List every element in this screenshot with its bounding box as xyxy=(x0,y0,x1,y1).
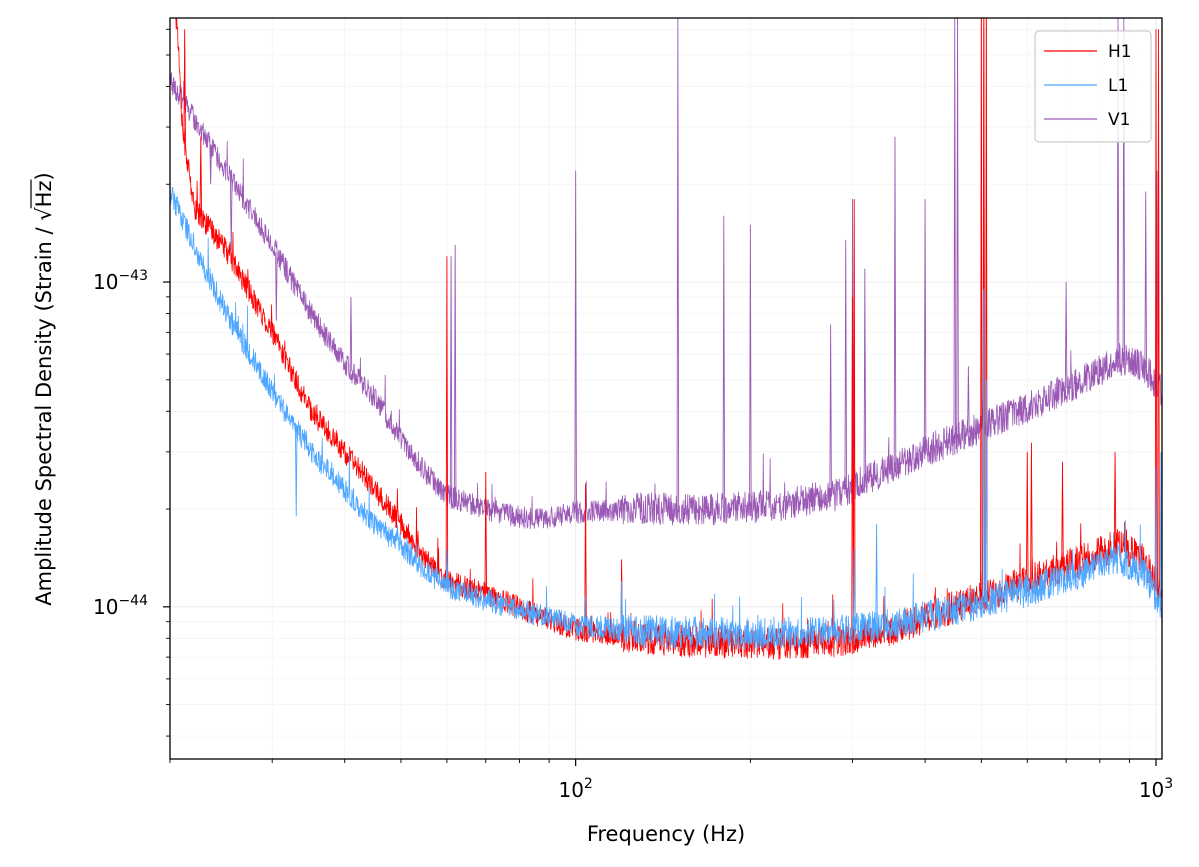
series-v1-peak xyxy=(893,136,897,466)
series-l1-peak xyxy=(852,549,856,630)
x-tick-base: 10 xyxy=(1139,778,1164,802)
series-v1-peak xyxy=(722,215,726,509)
series-v1-peak xyxy=(676,18,680,510)
series-v1-peak xyxy=(1144,191,1147,370)
series-h1-peak xyxy=(1113,451,1117,547)
legend-label-l1: L1 xyxy=(1108,76,1128,96)
series-v1-peak xyxy=(749,224,752,507)
y-tick-label: 10−44 xyxy=(93,593,148,619)
legend-box xyxy=(1034,30,1152,143)
series-v1-peak xyxy=(829,324,832,497)
x-tick-exponent: 2 xyxy=(584,776,593,792)
y-axis-label-radicand: Hz xyxy=(32,180,56,207)
x-axis-label: Frequency (Hz) xyxy=(587,822,745,846)
series-l1-peak xyxy=(445,549,449,588)
plot-frame xyxy=(169,17,1163,760)
x-tick-label: 102 xyxy=(558,776,592,802)
series-v1-peak xyxy=(449,256,453,498)
y-tick-exponent: −43 xyxy=(118,268,148,284)
series-h1-peak xyxy=(183,29,186,144)
series-v1-peak xyxy=(209,145,212,185)
series-h1-peak xyxy=(1026,451,1029,582)
sqrt-sign: √ xyxy=(32,207,56,221)
series-l1-peak xyxy=(294,428,298,517)
series-v1-peak xyxy=(956,18,959,438)
series-v1-peak xyxy=(967,366,970,433)
series-layer xyxy=(170,18,1162,660)
series-h1-peak xyxy=(445,256,449,582)
series-l1-peak xyxy=(1154,466,1158,596)
series-v1-peak xyxy=(863,268,867,481)
series-h1-peak xyxy=(584,483,587,632)
series-v1-peak xyxy=(574,170,577,513)
y-tick-exponent: −44 xyxy=(118,593,148,609)
svg-text:Amplitude Spectral Density (St: Amplitude Spectral Density (Strain / √Hz… xyxy=(32,172,56,605)
series-h1-peak xyxy=(199,136,203,217)
legend-label-h1: H1 xyxy=(1108,42,1132,62)
series-h1-peak xyxy=(1030,442,1033,580)
series-l1-peak xyxy=(875,523,878,627)
series-v1-peak xyxy=(844,239,847,491)
series-h1-peak xyxy=(851,296,854,639)
series-h1-peak xyxy=(985,18,988,596)
y-axis-label-suffix: ) xyxy=(32,172,56,180)
series-h1-peak xyxy=(175,18,178,30)
series-v1-peak xyxy=(953,18,957,439)
series-v1-peak xyxy=(923,199,927,452)
series-v1-peak xyxy=(275,252,278,321)
y-tick-base: 10 xyxy=(93,595,118,619)
series-h1-peak xyxy=(1061,461,1064,568)
series-h1-peak xyxy=(980,18,983,598)
y-tick-base: 10 xyxy=(93,270,118,294)
legend: H1 L1 V1 xyxy=(1034,30,1152,143)
series-h1-peak xyxy=(1157,29,1160,588)
x-tick-label: 103 xyxy=(1139,776,1173,802)
y-tick-label: 10−43 xyxy=(93,268,148,294)
series-v1-peak xyxy=(349,296,353,371)
series-v1-peak xyxy=(1122,18,1126,361)
series-v1-line xyxy=(170,72,1162,530)
legend-label-v1: V1 xyxy=(1108,110,1130,130)
x-tick-base: 10 xyxy=(558,778,583,802)
series-h1-peak xyxy=(852,199,856,638)
series-l1-peak xyxy=(985,379,988,602)
series-v1-peak xyxy=(1116,18,1120,359)
y-axis-label-prefix: Amplitude Spectral Density (Strain / xyxy=(32,221,56,606)
series-h1-peak xyxy=(1154,29,1158,583)
series-v1-peak xyxy=(1064,282,1068,389)
series-l1-peak xyxy=(620,581,623,630)
series-v1-peak xyxy=(453,245,457,499)
series-l1-peak xyxy=(982,289,986,603)
y-axis-label: Amplitude Spectral Density (Strain / √Hz… xyxy=(30,172,56,606)
x-tick-exponent: 3 xyxy=(1164,776,1173,792)
series-h1-peak xyxy=(484,472,488,594)
series-l1-line xyxy=(170,186,1162,650)
